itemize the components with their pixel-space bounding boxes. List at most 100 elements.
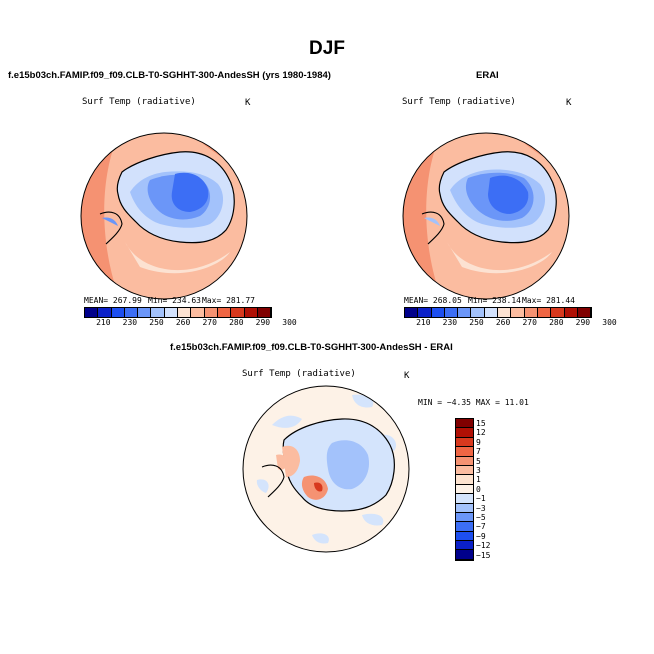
panel-2-colorbar-box [511,308,525,317]
panel-3-colorbar-box [456,541,473,551]
panel-1-map [80,132,248,300]
panel-2-units: K [566,98,572,108]
panel-3-minmax: MIN = −4.35 MAX = 11.01 [418,398,529,407]
panel-1-units: K [245,98,251,108]
panel-2-colorbar-box [418,308,432,317]
panel-1-colorbar-box [204,308,218,317]
panel-3-colorbar-box [456,503,473,513]
panel-3-colorbar-tick-label: 3 [476,466,481,475]
panel-3-colorbar-box [456,475,473,485]
panel-3-colorbar-tick-label: 12 [476,428,486,438]
panel-3-colorbar [455,418,474,561]
panel-2-min: Min= 238.14 [468,296,521,305]
panel-2-colorbar-tick-label: 250 [469,318,484,327]
panel-3-colorbar-tick-label: −12 [476,541,491,551]
panel-2-colorbar-labels: 210 230 250 260 270 280 290 300 [404,318,617,330]
panel-1-mean: MEAN= 267.99 [84,296,142,305]
panel-1-variable: Surf Temp (radiative) [82,97,196,107]
panel-2-colorbar-box [444,308,459,317]
panel-3-title: f.e15b03ch.FAMIP.f09_f09.CLB-T0-SGHHT-30… [170,342,453,353]
panel-1-max: Max= 281.77 [202,296,255,305]
panel-3-map [242,385,410,553]
panel-3-colorbar-box [456,550,473,560]
panel-3-colorbar-tick-label: −15 [476,550,491,560]
panel-2-colorbar-box [405,308,419,317]
panel-3-colorbar-box [456,484,473,495]
panel-1-colorbar-box [257,308,272,317]
panel-2-colorbar-tick-label: 300 [602,318,617,327]
panel-3-colorbar-box [456,512,473,523]
panel-1-colorbar-labels: 210 230 250 260 270 280 290 300 [84,318,297,330]
panel-1-colorbar-box [138,308,152,317]
panel-2-colorbar-tick-label: 230 [442,318,458,327]
panel-2-colorbar-tick-label: 260 [495,318,511,327]
panel-1-colorbar-box [111,308,125,317]
panel-3-colorbar-tick-label: −7 [476,522,486,532]
panel-1-colorbar-tick-label: 270 [202,318,217,327]
panel-1-colorbar-tick-label: 230 [122,318,138,327]
panel-3-colorbar-box [456,437,473,448]
panel-3-colorbar-tick-label: 1 [476,475,481,485]
panel-2-colorbar-tick-label: 290 [575,318,591,327]
panel-3-units: K [404,371,410,381]
panel-3-colorbar-tick-label: −9 [476,531,486,541]
panel-1-colorbar-tick-label: 300 [282,318,297,327]
panel-3-colorbar-tick-label: 5 [476,456,481,466]
panel-2-colorbar-tick-label: 280 [549,318,564,327]
panel-2-colorbar [404,307,593,318]
panel-3-colorbar-labels: 15 12 9 7 5 3 1 0 −1 −3 −5 −7 −9 −12 −15 [476,418,506,560]
panel-1-colorbar-box [178,308,192,317]
panel-1-min: Min= 234.63 [148,296,201,305]
panel-2-colorbar-tick-label: 210 [416,318,431,327]
panel-1-colorbar-tick-label: 280 [229,318,244,327]
panel-2-variable: Surf Temp (radiative) [402,97,516,107]
panel-3-colorbar-tick-label: 9 [476,437,481,447]
panel-2-colorbar-box [498,308,512,317]
panel-2-colorbar-box [564,308,578,317]
panel-2-colorbar-box [577,308,592,317]
panel-2-mean: MEAN= 268.05 [404,296,462,305]
panel-3-colorbar-box [456,419,473,429]
panel-2-title: ERAI [476,70,499,81]
panel-1-colorbar-tick-label: 260 [175,318,191,327]
panel-3-variable: Surf Temp (radiative) [242,369,356,379]
panel-3-colorbar-tick-label: 15 [476,419,486,428]
panel-1-colorbar-box [98,308,112,317]
panel-3-colorbar-box [456,531,473,542]
panel-2-colorbar-box [537,308,552,317]
panel-2-colorbar-box [484,308,499,317]
panel-3-colorbar-box [456,522,473,532]
panel-3-colorbar-tick-label: −5 [476,513,486,522]
panel-2-map [402,132,570,300]
panel-1-colorbar-box [151,308,165,317]
panel-3-colorbar-tick-label: 7 [476,447,481,457]
panel-3-colorbar-box [456,447,473,457]
panel-1-colorbar-box [124,308,139,317]
panel-1-colorbar-box [191,308,205,317]
panel-2-colorbar-box [551,308,565,317]
panel-2-colorbar-box [471,308,485,317]
panel-3-colorbar-box [456,456,473,466]
panel-3-colorbar-box [456,494,473,504]
panel-1-colorbar-tick-label: 250 [149,318,164,327]
panel-1-colorbar-box [244,308,258,317]
panel-1-title: f.e15b03ch.FAMIP.f09_f09.CLB-T0-SGHHT-30… [8,70,331,81]
panel-2-colorbar-box [524,308,538,317]
figure-title: DJF [309,38,345,59]
panel-2-max: Max= 281.44 [522,296,575,305]
panel-2-colorbar-box [458,308,472,317]
panel-1-colorbar [84,307,273,318]
panel-1-colorbar-box [85,308,99,317]
panel-1-colorbar-box [164,308,179,317]
panel-3-colorbar-box [456,465,473,476]
panel-1-colorbar-box [231,308,245,317]
panel-1-colorbar-tick-label: 210 [96,318,111,327]
panel-2-colorbar-tick-label: 270 [522,318,537,327]
panel-3-colorbar-tick-label: −1 [476,494,486,504]
panel-3-colorbar-box [456,428,473,438]
panel-2-colorbar-box [431,308,445,317]
panel-1-colorbar-box [217,308,232,317]
panel-3-colorbar-tick-label: 0 [476,484,481,494]
panel-1-colorbar-tick-label: 290 [255,318,271,327]
panel-3-colorbar-tick-label: −3 [476,503,486,513]
